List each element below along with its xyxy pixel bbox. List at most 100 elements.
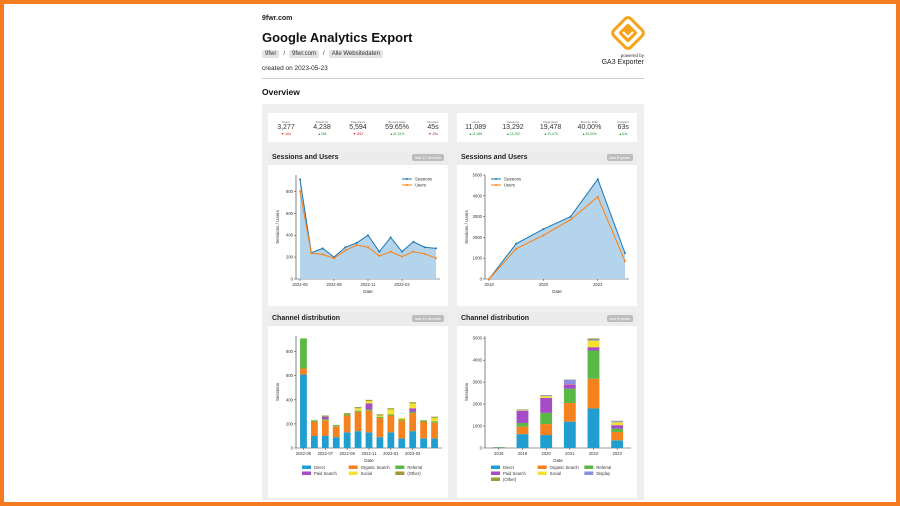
sessions-line — [488, 178, 626, 280]
created-date: created on 2023-05-23 — [262, 65, 328, 72]
bar-referral — [332, 425, 340, 427]
y-tick-label: 0 — [480, 277, 483, 282]
kpi-delta: ▲366 — [317, 131, 327, 136]
bar-referral — [420, 420, 428, 422]
sessions-point — [378, 250, 381, 253]
kpi-value: 19,478 — [539, 123, 562, 131]
card-header — [268, 151, 448, 165]
legend-label: Display — [596, 471, 611, 476]
kpi-pageviews: Pageviews 19,478 ▲19,478 — [540, 120, 561, 136]
users-point — [344, 249, 347, 252]
bar-direct — [587, 408, 600, 448]
legend-label: Direct — [503, 465, 515, 470]
x-axis-title: Date — [553, 458, 563, 463]
legend-label: Paid Search — [503, 471, 526, 476]
y-tick-label: 4000 — [473, 358, 483, 363]
legend-label: Organic Search — [550, 465, 580, 470]
bar-referral — [343, 414, 351, 416]
sessions-point — [435, 247, 437, 250]
kpi-label: Pageviews — [350, 119, 366, 124]
x-tick-label: 2022-11 — [360, 282, 376, 287]
legend-label: (Other) — [503, 477, 517, 482]
bar-other — [387, 408, 395, 410]
sessions-area — [489, 179, 625, 279]
x-tick-label: 2022-11 — [361, 451, 377, 456]
kpi-label: Sessions — [506, 119, 520, 124]
range-badge[interactable]: last 12 months — [411, 315, 444, 322]
exporter-name: GA3 Exporter — [601, 59, 644, 66]
users-point — [515, 247, 518, 250]
breadcrumb-view[interactable]: Alle Websitedaten — [328, 50, 383, 58]
bar-social — [431, 417, 438, 422]
range-badge[interactable]: last 12 months — [411, 154, 444, 161]
bar-organic-search — [387, 415, 395, 433]
bar-organic-search — [310, 421, 318, 436]
legend-label: Social — [550, 471, 561, 476]
sessions-point — [515, 242, 518, 245]
legend-label: Referral — [596, 465, 611, 470]
x-tick-label: 2023 — [613, 451, 623, 456]
bar-direct — [431, 438, 438, 448]
bar-organic-search — [431, 422, 438, 439]
sessions-point — [389, 236, 392, 239]
y-tick-label: 1000 — [473, 424, 483, 429]
y-tick-label: 0 — [291, 277, 294, 282]
x-tick-label: 2020 — [539, 282, 549, 287]
sessions-point — [344, 246, 347, 249]
bar-direct — [332, 437, 340, 448]
bar-referral — [300, 338, 307, 369]
bar-paid-search — [365, 403, 373, 410]
site-name: 9fwr.com — [262, 15, 293, 22]
bar-referral — [516, 422, 529, 427]
users-point — [569, 218, 572, 221]
legend-label: Users — [504, 183, 515, 188]
kpi-label: Pageviews — [543, 119, 558, 124]
y-tick-label: 4000 — [473, 193, 483, 198]
sessions-point — [624, 252, 626, 254]
legend-swatch — [395, 471, 405, 475]
bar-direct — [387, 432, 395, 448]
bar-direct — [300, 374, 307, 448]
breadcrumb-property[interactable]: 9fwr.com — [289, 50, 320, 58]
breadcrumb-account[interactable]: 9fwr — [262, 50, 280, 58]
bar-other — [409, 402, 417, 404]
bar-other — [431, 416, 438, 418]
section-title: Overview — [262, 87, 300, 97]
kpi-label: Users — [471, 119, 480, 124]
bar-direct — [321, 435, 329, 448]
bar-organic-search — [540, 424, 553, 436]
x-tick-label: 2022 — [589, 451, 599, 456]
legend-swatch — [537, 471, 547, 475]
bar-direct — [365, 432, 373, 448]
bar-referral — [310, 420, 318, 422]
kpi-bounce-rate: Bounce Rate 40.00% ▲40.00% — [578, 120, 602, 136]
channel-distribution-card-left: Channel distribution last 12 months 0 200… — [268, 312, 448, 498]
bar-social — [587, 340, 600, 348]
browser-viewport: 9fwr.com Google Analytics Export 9fwr / … — [4, 4, 896, 502]
kpi-bounce-rate: Bounce Rate 59.65% ▲41.81% — [385, 120, 409, 136]
kpi-delta: ▼-164 — [280, 131, 292, 136]
sessions-point — [367, 234, 369, 237]
legend-label: Sessions — [504, 177, 521, 182]
kpi-value: 11,089 — [465, 123, 486, 131]
range-badge[interactable]: last 6 years — [606, 315, 633, 322]
kpi-delta: ▲63s — [618, 131, 628, 136]
legend-swatch — [302, 471, 311, 475]
legend-label: Direct — [314, 465, 326, 470]
users-point — [488, 278, 490, 280]
x-axis-title: Date — [364, 458, 374, 463]
users-point — [542, 234, 545, 237]
bar-organic-search — [332, 426, 340, 438]
y-tick-label: 800 — [286, 349, 294, 354]
legend-label: Social — [361, 471, 372, 476]
users-point — [355, 244, 358, 247]
kpi-delta: ▲41.81% — [389, 131, 405, 136]
legend-label: Organic Search — [361, 465, 391, 470]
legend-swatch — [395, 465, 405, 469]
range-badge[interactable]: last 6 years — [606, 154, 633, 161]
y-tick-label: 200 — [286, 255, 294, 260]
users-line — [488, 196, 626, 280]
sessions-area — [300, 179, 436, 279]
users-point — [435, 257, 437, 260]
legend-swatch — [348, 465, 358, 469]
